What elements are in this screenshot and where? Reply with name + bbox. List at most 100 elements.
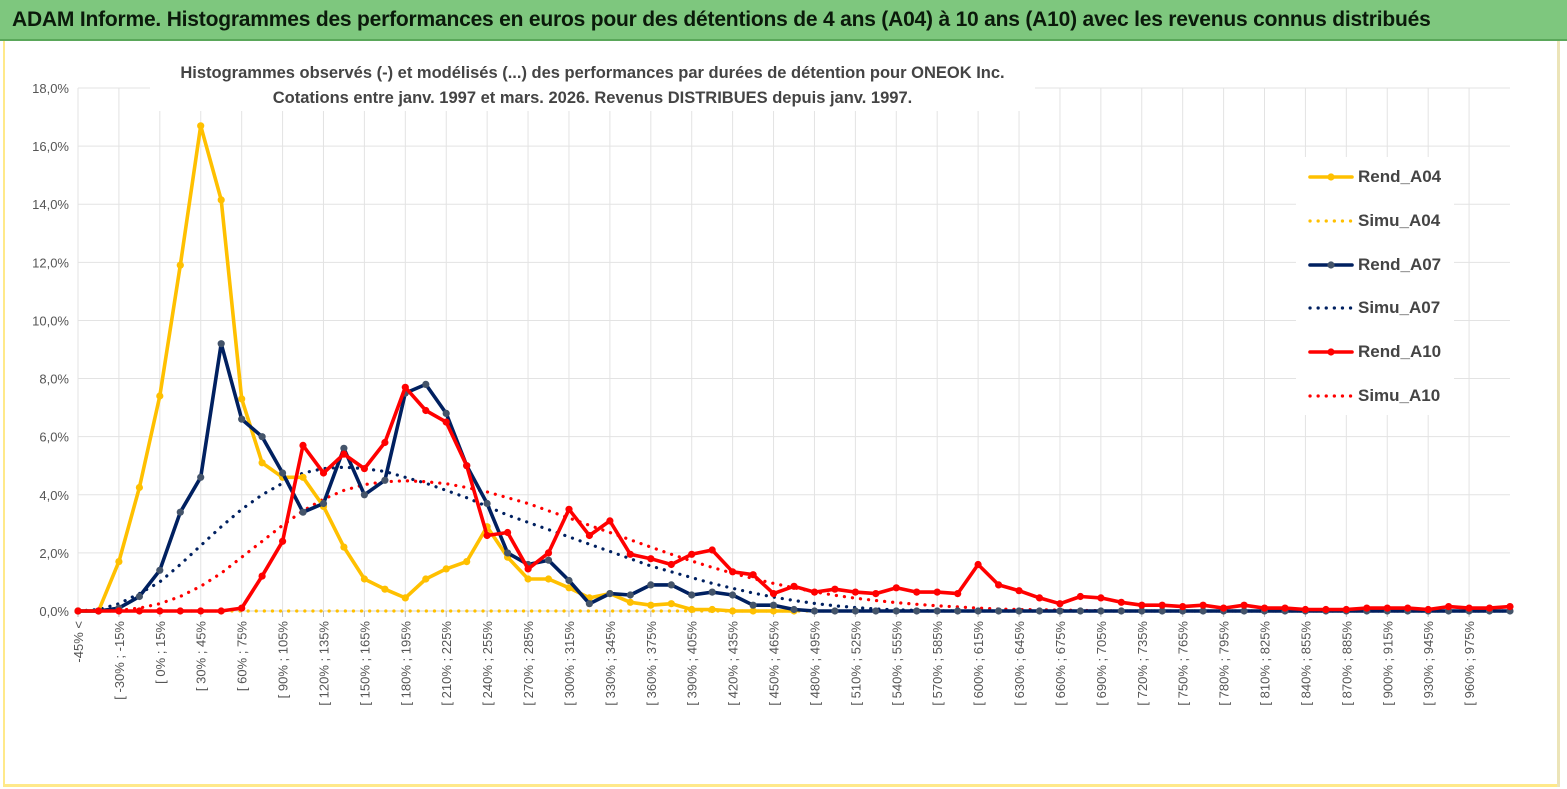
- x-tick-label: [ 900% ; 915%: [1380, 621, 1395, 706]
- data-point-rend-a07: [831, 607, 839, 615]
- data-point-rend-a10: [279, 537, 287, 545]
- legend-swatch-marker: [1327, 260, 1335, 269]
- data-point-rend-a10: [872, 590, 880, 598]
- legend-swatch-marker: [1327, 173, 1335, 181]
- y-tick-label: 10,0%: [32, 313, 69, 328]
- x-tick-label: [ 210% ; 225%: [439, 621, 454, 706]
- data-point-rend-a07: [1035, 607, 1044, 615]
- series-line-rend-a10: [76, 385, 1512, 613]
- data-point-rend-a10: [831, 585, 839, 593]
- series-line-simu-a07: [76, 465, 1512, 613]
- data-point-rend-a10: [688, 550, 696, 558]
- data-point-rend-a10: [995, 581, 1003, 589]
- x-tick-label: [ 420% ; 435%: [726, 621, 741, 706]
- x-tick-label: [ 390% ; 405%: [685, 621, 700, 706]
- data-point-rend-a04: [667, 600, 675, 608]
- data-point-rend-a10: [974, 560, 982, 569]
- legend-item-rend-a04: Rend_A04: [1308, 165, 1458, 189]
- data-point-rend-a07: [729, 591, 737, 599]
- data-point-rend-a10: [217, 607, 225, 615]
- data-point-rend-a04: [626, 598, 634, 606]
- data-point-rend-a10: [626, 550, 634, 558]
- data-point-rend-a04: [197, 122, 205, 130]
- data-point-rend-a10: [1220, 604, 1228, 612]
- data-point-rend-a07: [565, 576, 573, 585]
- data-point-rend-a10: [258, 572, 266, 580]
- data-point-rend-a10: [238, 604, 246, 612]
- data-point-rend-a10: [1179, 603, 1187, 611]
- data-point-rend-a07: [913, 607, 921, 615]
- data-point-rend-a07: [360, 491, 368, 499]
- data-point-rend-a07: [1076, 607, 1084, 615]
- x-axis-ticks: -45% < [ -30% ; -15% [ 0% ; 15% [ 30% ; 45%…: [71, 621, 1477, 706]
- data-point-rend-a07: [176, 508, 184, 516]
- data-point-rend-a10: [1035, 594, 1044, 602]
- data-point-rend-a07: [1199, 607, 1207, 615]
- y-axis-ticks: 0,0% 2,0% 4,0% 6,0% 8,0% 10,0% 12,0% 14,0% 16,0%…: [32, 81, 69, 619]
- x-tick-label: [ 450% ; 465%: [767, 621, 782, 706]
- data-point-rend-a07: [258, 433, 266, 441]
- data-point-rend-a04: [381, 585, 389, 593]
- data-point-rend-a07: [544, 556, 553, 564]
- data-point-rend-a10: [1117, 598, 1125, 606]
- data-point-rend-a10: [1383, 604, 1391, 612]
- x-tick-label: [ 720% ; 735%: [1135, 621, 1150, 706]
- x-tick-label: [ 510% ; 525%: [848, 621, 863, 706]
- x-tick-label: [ 120% ; 135%: [316, 621, 331, 706]
- data-point-rend-a10: [1363, 604, 1371, 612]
- frame-right-border: [1557, 41, 1560, 787]
- data-point-rend-a10: [810, 588, 819, 596]
- data-point-rend-a07: [974, 607, 982, 615]
- data-point-rend-a04: [258, 459, 266, 467]
- data-point-rend-a10: [954, 590, 962, 598]
- x-tick-label: [ 570% ; 585%: [930, 621, 945, 706]
- y-tick-label: 14,0%: [32, 197, 69, 212]
- data-point-rend-a07: [238, 415, 246, 423]
- data-point-rend-a07: [647, 581, 655, 589]
- data-point-rend-a10: [299, 441, 307, 449]
- legend-swatch: [1308, 306, 1354, 310]
- data-point-rend-a07: [483, 499, 491, 508]
- x-tick-label: [ 0% ; 15%: [153, 621, 168, 684]
- legend-swatch: [1308, 394, 1354, 398]
- x-tick-label: [ 330% ; 345%: [603, 621, 618, 706]
- legend-item-simu-a04: Simu_A04: [1308, 209, 1458, 233]
- data-point-rend-a07: [626, 591, 634, 599]
- legend-swatch: [1308, 348, 1354, 356]
- data-point-rend-a10: [1465, 604, 1473, 612]
- x-tick-label: [ 240% ; 255%: [480, 621, 495, 706]
- x-tick-label: [ 660% ; 675%: [1053, 621, 1068, 706]
- data-point-rend-a07: [1056, 607, 1064, 615]
- legend-label: Rend_A10: [1358, 342, 1442, 362]
- data-point-rend-a07: [708, 588, 716, 596]
- data-point-rend-a04: [176, 261, 184, 269]
- data-point-rend-a10: [197, 607, 205, 615]
- data-point-rend-a10: [1076, 592, 1084, 601]
- data-point-rend-a10: [94, 607, 103, 615]
- data-point-rend-a07: [1117, 607, 1125, 615]
- legend-item-rend-a10: Rend_A10: [1308, 340, 1458, 364]
- data-point-rend-a10: [647, 555, 655, 563]
- data-point-rend-a04: [422, 575, 430, 583]
- data-point-rend-a10: [422, 406, 430, 415]
- data-point-rend-a04: [340, 543, 348, 551]
- data-point-rend-a10: [1158, 601, 1166, 609]
- y-tick-label: 4,0%: [39, 488, 69, 503]
- data-point-rend-a10: [381, 438, 389, 447]
- data-point-rend-a10: [565, 505, 573, 513]
- data-point-rend-a04: [769, 607, 778, 615]
- data-point-rend-a07: [810, 607, 819, 615]
- data-point-rend-a04: [115, 558, 123, 566]
- chart-title-line-2: Cotations entre janv. 1997 et mars. 2026…: [272, 89, 913, 107]
- x-tick-label: [ 780% ; 795%: [1217, 621, 1232, 706]
- x-tick-label: [ 60% ; 75%: [235, 621, 250, 692]
- data-point-rend-a04: [688, 605, 696, 614]
- legend-swatch: [1308, 173, 1354, 181]
- data-point-rend-a04: [360, 575, 368, 583]
- y-tick-label: 2,0%: [39, 546, 69, 561]
- data-point-rend-a07: [688, 591, 696, 599]
- data-point-rend-a10: [1281, 604, 1289, 612]
- data-point-rend-a04: [238, 395, 246, 403]
- data-point-rend-a07: [585, 600, 594, 608]
- data-point-rend-a10: [1138, 601, 1146, 609]
